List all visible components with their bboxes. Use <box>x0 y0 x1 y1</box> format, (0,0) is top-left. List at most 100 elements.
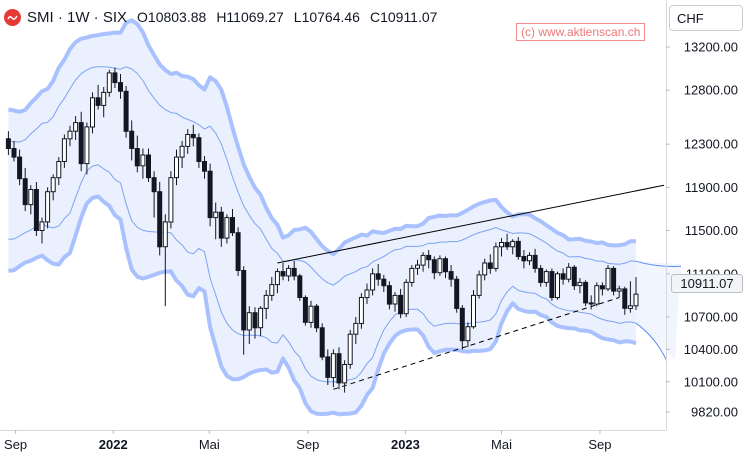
channel-bands <box>8 18 682 417</box>
candle-body-up <box>616 288 622 292</box>
candle-body-down <box>202 161 207 172</box>
candle <box>543 269 549 287</box>
candle-body-down <box>532 254 538 269</box>
candle-body-up <box>73 122 79 132</box>
candle <box>599 282 605 296</box>
candle-body-up <box>471 294 476 328</box>
candle-body-up <box>633 293 639 307</box>
candle <box>118 74 123 99</box>
currency-selector[interactable]: CHF <box>669 5 743 31</box>
candle <box>527 252 532 266</box>
candle <box>263 290 269 320</box>
candle <box>415 259 420 275</box>
candle-body-up <box>224 217 230 239</box>
candle <box>95 84 101 110</box>
candle <box>22 167 28 212</box>
candle <box>392 292 398 312</box>
candle-body-down <box>431 259 437 274</box>
candle-body-up <box>263 294 269 309</box>
candle-body-down <box>95 97 101 106</box>
symbol-label[interactable]: SMI · 1W · SIX <box>27 8 128 26</box>
candle <box>308 300 314 328</box>
candle <box>443 256 448 279</box>
last-price-label: 10911.07 <box>671 274 743 293</box>
candle <box>448 265 454 287</box>
candle <box>246 306 252 344</box>
candle-body-up <box>185 134 191 147</box>
candle-body-down <box>78 122 84 165</box>
chart-legend: SMI · 1W · SIX O10803.88 H11069.27 L10764.… <box>4 7 447 27</box>
candle <box>241 266 247 355</box>
price-tick-label: 12300.00 <box>684 137 738 152</box>
candle <box>633 277 639 310</box>
candle-body-down <box>302 297 308 323</box>
candle-body-up <box>476 274 482 296</box>
candle-body-down <box>443 258 448 273</box>
candle <box>39 217 45 244</box>
candle <box>364 283 370 304</box>
candle-body-up <box>90 97 95 128</box>
candle-body-down <box>207 170 213 219</box>
candle <box>426 250 432 269</box>
candle-body-down <box>588 302 594 305</box>
candle <box>112 67 118 88</box>
candles <box>5 67 639 393</box>
candle-body-up <box>347 333 353 365</box>
candle-body-up <box>627 305 633 309</box>
candle-body-down <box>112 72 118 84</box>
ohlc-readout: O10803.88 H11069.27 L10764.46 C10911.07 <box>137 9 447 25</box>
candle-body-up <box>510 240 516 248</box>
candle <box>616 285 622 298</box>
candle <box>162 214 168 307</box>
candle <box>471 290 476 329</box>
time-tick-label: Sep <box>4 437 27 452</box>
candle-body-up <box>106 72 112 93</box>
band-lower-outer <box>8 194 637 417</box>
candle <box>269 277 275 301</box>
candle <box>17 149 23 186</box>
candle <box>532 248 538 273</box>
candle <box>314 304 320 333</box>
candle-body-up <box>465 326 471 342</box>
candle <box>454 275 460 313</box>
candle <box>73 116 79 140</box>
candle-body-down <box>22 178 28 206</box>
candle <box>594 282 600 307</box>
candle-body-up <box>493 246 499 269</box>
candle-body-down <box>252 312 258 329</box>
candle <box>370 268 376 296</box>
candle <box>280 263 286 281</box>
candle <box>286 265 292 282</box>
candle <box>134 135 140 173</box>
candle <box>403 279 409 317</box>
candle-body-up <box>482 262 488 276</box>
candle <box>50 174 56 201</box>
candle-body-up <box>213 211 219 219</box>
candle-body-down <box>325 356 331 378</box>
candle <box>235 227 241 276</box>
price-tick-label: 11500.00 <box>685 223 738 238</box>
candle-body-down <box>196 137 202 162</box>
band-projection-lower <box>635 322 668 362</box>
candle-body-down <box>375 273 381 280</box>
candle <box>560 268 566 285</box>
candle <box>84 122 90 175</box>
candle-body-up <box>415 264 420 269</box>
candle-body-down <box>386 285 392 305</box>
price-tick-label: 10700.00 <box>684 309 738 324</box>
time-tick-label: Mai <box>199 437 220 452</box>
candle-body-down <box>297 275 303 298</box>
time-axis: Sep 2022 Mai Sep 2023 Mai Sep <box>4 430 612 452</box>
watermark-label: (c) www.aktienscan.ch <box>516 23 646 41</box>
candle <box>207 163 213 227</box>
candle-body-up <box>140 154 146 167</box>
candle <box>342 360 348 393</box>
band-projection-upper <box>635 260 682 267</box>
candle-body-up <box>392 294 398 305</box>
time-tick-label: Sep <box>296 437 319 452</box>
candle <box>358 293 364 329</box>
candle <box>347 329 353 369</box>
candle <box>274 268 280 294</box>
candle <box>431 256 437 280</box>
